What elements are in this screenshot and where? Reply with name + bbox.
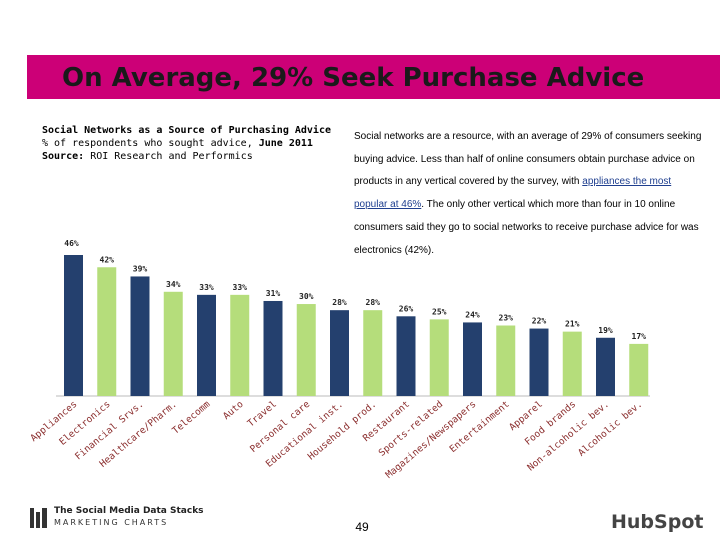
value-label-13: 23%: [499, 314, 514, 323]
bar-8: [330, 310, 349, 396]
chart-source-label: Source:: [42, 151, 85, 162]
bar-17: [629, 343, 649, 396]
footer-brand: MARKETING CHARTS: [54, 518, 169, 527]
footer-stack-title: The Social Media Data Stacks: [54, 506, 204, 516]
bar-0: [64, 255, 83, 396]
bar-1: [97, 267, 117, 396]
body-paragraph: Social networks are a resource, with an …: [354, 126, 706, 262]
value-label-15: 21%: [565, 320, 580, 329]
category-label-5: Auto: [221, 399, 246, 422]
value-label-1: 42%: [100, 255, 115, 264]
bar-3: [163, 291, 183, 396]
value-label-0: 46%: [64, 239, 79, 248]
value-label-8: 28%: [332, 298, 347, 307]
chart-subtitle-prefix: % of respondents who sought advice,: [42, 138, 253, 149]
chart-title: Social Networks as a Source of Purchasin…: [42, 125, 331, 136]
bar-chart-icon: [30, 508, 48, 528]
bar-5: [230, 294, 250, 396]
bar-4: [197, 294, 216, 396]
bar-10: [396, 316, 416, 396]
bar-6: [263, 300, 283, 396]
value-label-6: 31%: [266, 289, 281, 298]
bar-13: [496, 325, 516, 396]
page-number: 49: [355, 520, 369, 534]
bar-chart: 46%Appliances42%Electronics39%Financial …: [29, 239, 650, 481]
value-label-17: 17%: [632, 332, 647, 341]
value-label-12: 24%: [465, 310, 480, 319]
value-label-16: 19%: [598, 326, 613, 335]
bar-2: [130, 276, 150, 396]
body-text-start: Social networks are a resource, with an …: [354, 131, 702, 188]
slide-title: On Average, 29% Seek Purchase Advice: [62, 63, 645, 93]
value-label-11: 25%: [432, 307, 447, 316]
value-label-14: 22%: [532, 317, 547, 326]
bar-15: [562, 331, 582, 396]
chart-subtitle-date: June 2011: [258, 138, 313, 149]
chart-source: Source: ROI Research and Performics: [42, 150, 342, 163]
value-label-10: 26%: [399, 304, 414, 313]
chart-subtitle: % of respondents who sought advice, June…: [42, 137, 342, 150]
hubspot-logo: HubSpot: [611, 511, 704, 533]
bar-9: [363, 310, 383, 396]
title-bar: [27, 55, 720, 99]
bar-7: [296, 304, 316, 396]
bar-14: [529, 328, 549, 396]
appliances-link[interactable]: appliances the most popular at 46%: [354, 176, 672, 211]
value-label-2: 39%: [133, 264, 148, 273]
category-label-13: Entertainment: [448, 399, 512, 455]
chart-source-value: ROI Research and Performics: [90, 151, 253, 162]
value-label-5: 33%: [233, 283, 248, 292]
value-label-3: 34%: [166, 280, 181, 289]
body-text-end: . The only other vertical which more tha…: [354, 199, 699, 256]
chart-heading: Social Networks as a Source of Purchasin…: [42, 124, 342, 163]
value-label-7: 30%: [299, 292, 314, 301]
bar-12: [463, 322, 482, 396]
value-label-4: 33%: [199, 283, 214, 292]
bar-16: [596, 337, 615, 396]
value-label-9: 28%: [366, 298, 381, 307]
bar-11: [429, 319, 449, 396]
